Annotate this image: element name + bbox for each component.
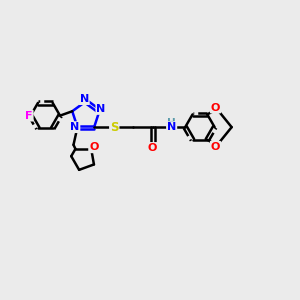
Text: N: N	[70, 122, 80, 132]
Text: S: S	[110, 121, 118, 134]
Text: O: O	[148, 143, 157, 153]
Text: O: O	[211, 142, 220, 152]
Text: N: N	[96, 104, 106, 114]
Text: O: O	[89, 142, 98, 152]
Text: H: H	[167, 118, 176, 128]
Text: F: F	[25, 111, 33, 121]
Text: N: N	[167, 122, 176, 132]
Text: O: O	[211, 103, 220, 112]
Text: N: N	[80, 94, 89, 104]
